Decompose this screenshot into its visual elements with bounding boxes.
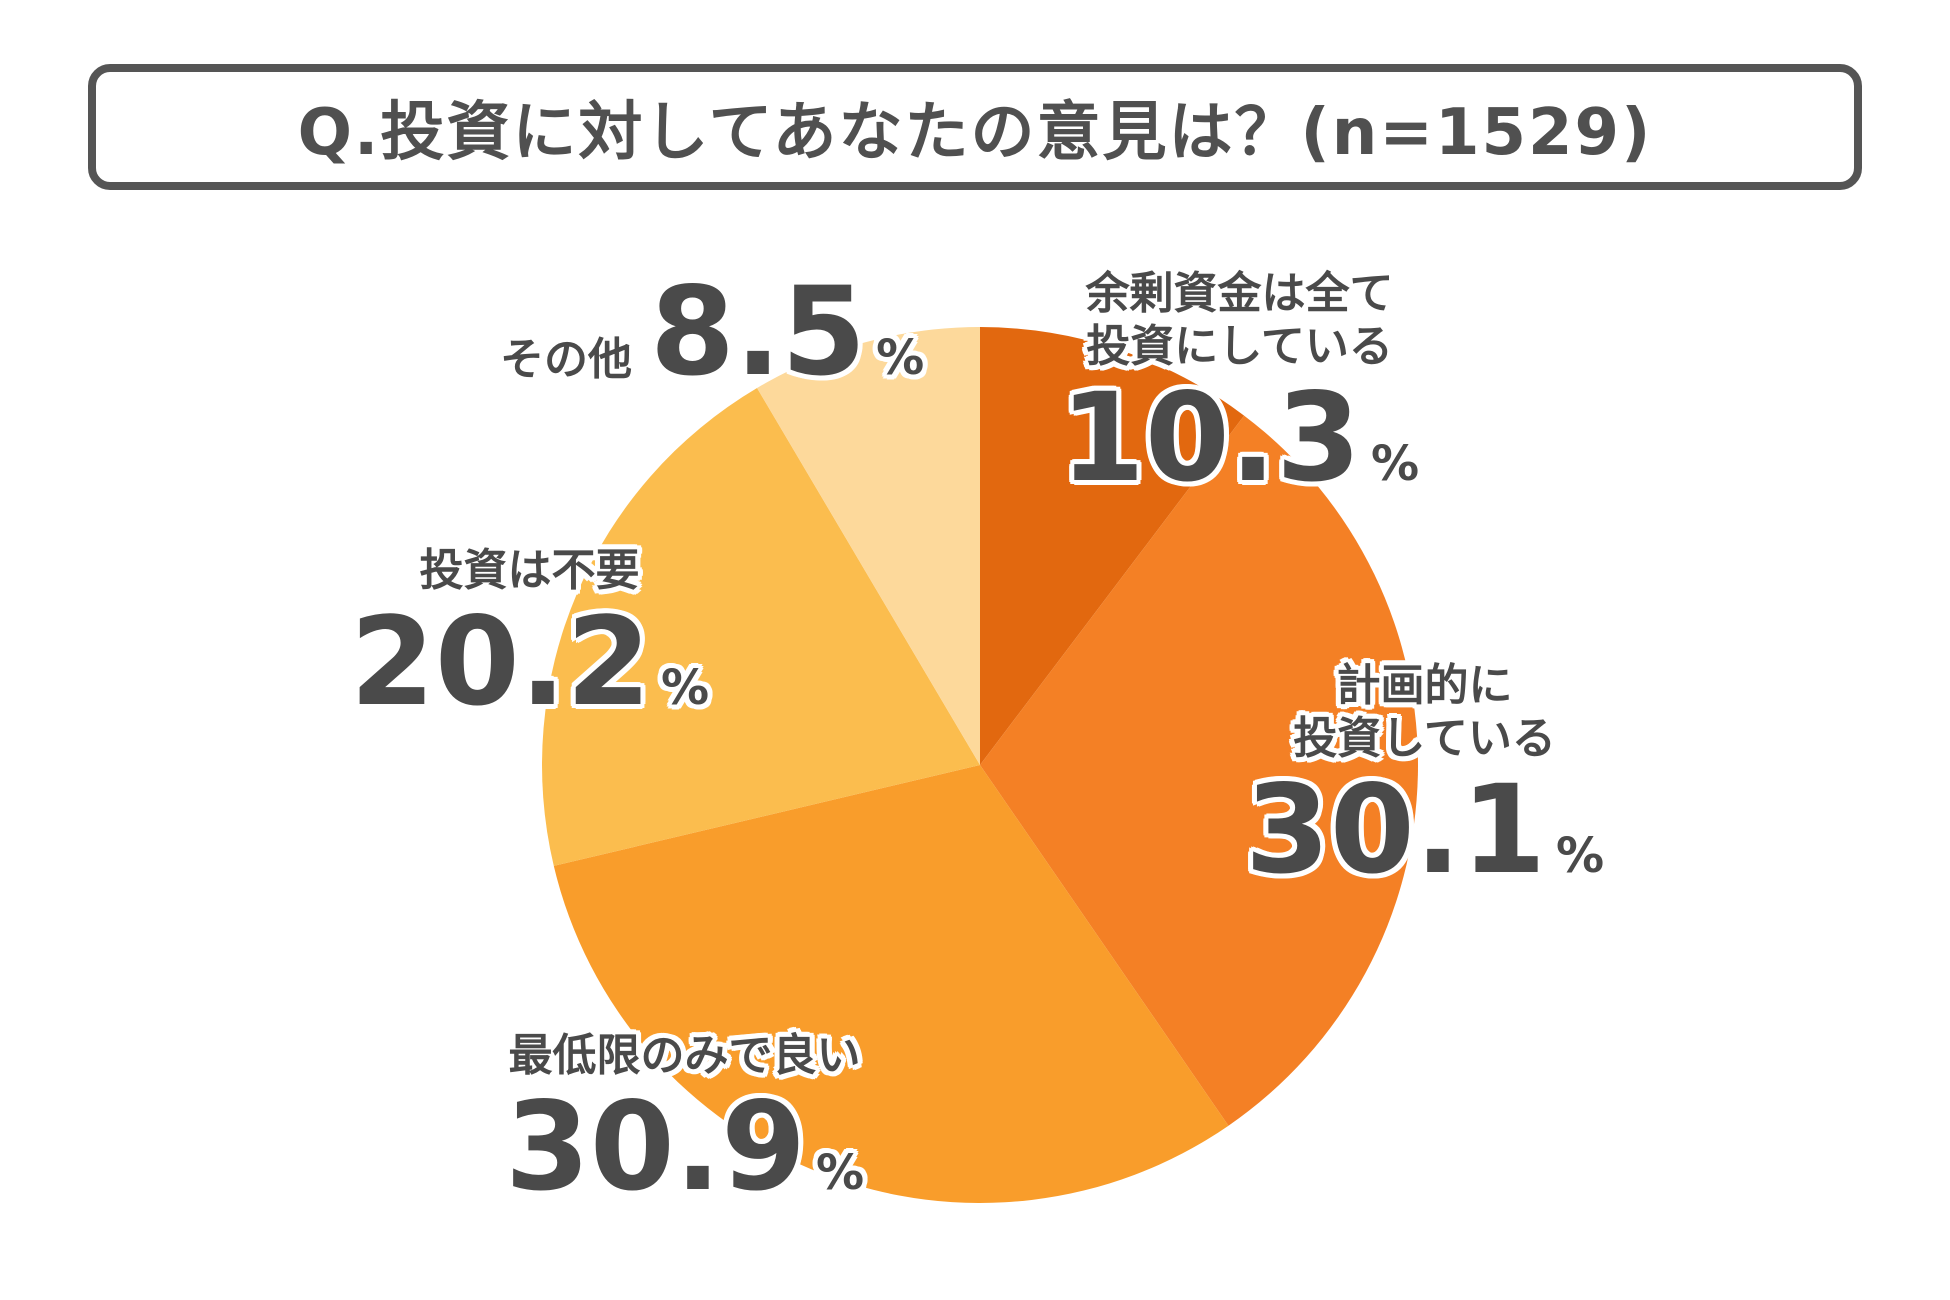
slice-label-line: 計画的に xyxy=(1336,660,1513,711)
label-slice-2: 最低限のみで良い 30.9% xyxy=(505,1030,864,1211)
slice-value: 30.9 xyxy=(505,1075,807,1218)
chart-title: Q.投資に対してあなたの意見は？(n=1529) xyxy=(297,96,1653,170)
slice-label-line: 最低限のみで良い xyxy=(508,1030,861,1081)
slice-value: 20.2 xyxy=(350,590,652,733)
pie-slice-2 xyxy=(553,765,1229,1203)
slice-unit: % xyxy=(1556,827,1605,884)
label-slice-0: 余剰資金は全て 投資にしている 10.3% xyxy=(1060,268,1419,502)
pie-slice-3 xyxy=(542,387,980,866)
slice-value: 30.1 xyxy=(1245,758,1547,901)
slice-value: 8.5 xyxy=(650,261,867,403)
slice-unit: % xyxy=(1371,435,1420,492)
slice-label-line: 投資にしている xyxy=(1086,320,1393,372)
pie-slice-0 xyxy=(980,327,1245,765)
slice-unit: % xyxy=(661,659,710,716)
pie-slice-1 xyxy=(980,415,1418,1126)
title-box: Q.投資に対してあなたの意見は？(n=1529) xyxy=(88,64,1862,190)
label-slice-4: その他 8.5% xyxy=(500,268,924,396)
label-slice-1: 計画的に 投資している 30.1% xyxy=(1245,660,1604,894)
slice-label-line: 投資は不要 xyxy=(419,545,640,596)
slice-label-line: 投資している xyxy=(1293,712,1556,764)
slice-unit: % xyxy=(816,1144,865,1201)
label-slice-3: 投資は不要 20.2% xyxy=(350,545,709,726)
slice-label-line: その他 xyxy=(500,334,632,385)
slice-label-line: 余剰資金は全て xyxy=(1085,268,1394,319)
pie-slice-4 xyxy=(757,327,980,765)
slice-value: 10.3 xyxy=(1060,366,1362,509)
slice-unit: % xyxy=(876,330,925,386)
